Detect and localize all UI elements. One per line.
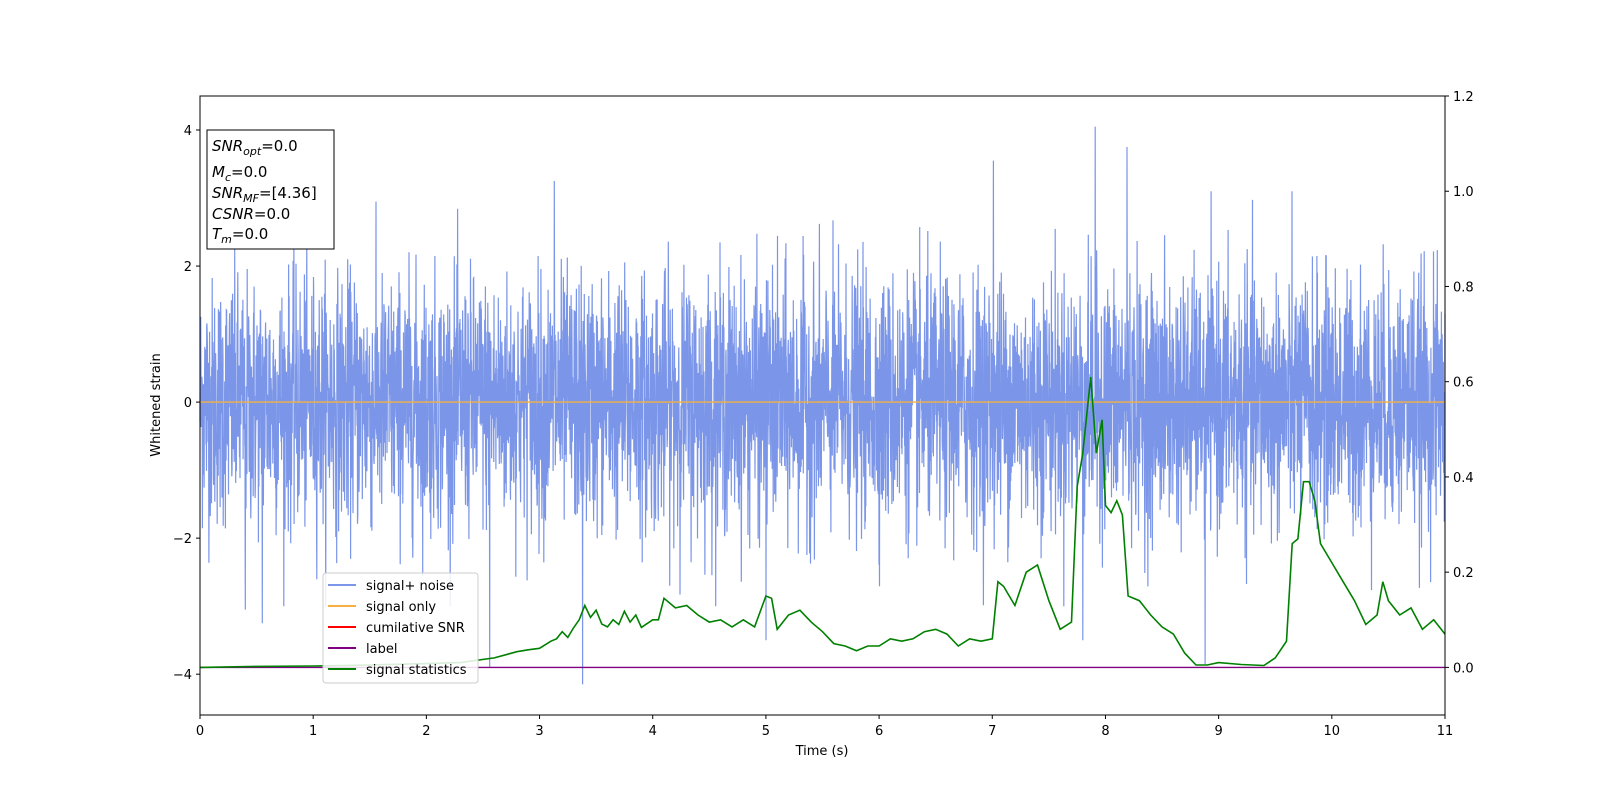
annotation-snr-opt: SNRopt=0.0: [212, 137, 298, 158]
legend-label-signal-statistics: signal statistics: [366, 663, 467, 678]
x-tick-label: 6: [875, 724, 883, 739]
x-axis-label: Time (s): [795, 744, 849, 759]
y-axis-right: 1.2 1.0 0.8 0.6 0.4 0.2 0.0: [1445, 90, 1474, 676]
x-tick-label: 2: [422, 724, 430, 739]
x-tick-label: 1: [309, 724, 317, 739]
legend-label-signal-only: signal only: [366, 600, 436, 615]
x-tick-label: 0: [196, 724, 204, 739]
legend-label-signal-noise: signal+ noise: [366, 579, 454, 594]
x-tick-label: 10: [1324, 724, 1341, 739]
legend-frame: [322, 572, 479, 684]
y-tick-label: 2: [184, 260, 192, 275]
y2-tick-label: 1.0: [1453, 185, 1474, 200]
y2-tick-label: 0.4: [1453, 471, 1474, 486]
x-tick-label: 7: [988, 724, 996, 739]
plot-frame: [199, 95, 1446, 716]
y2-tick-label: 1.2: [1453, 90, 1474, 105]
annotation-csnr: CSNR=0.0: [212, 205, 290, 223]
x-tick-label: 9: [1214, 724, 1222, 739]
annotation-frame: [206, 129, 335, 250]
x-tick-label: 11: [1437, 724, 1454, 739]
y2-tick-label: 0.2: [1453, 566, 1474, 581]
y-tick-label: 4: [184, 124, 192, 139]
y2-tick-label: 0.6: [1453, 376, 1474, 391]
y-tick-label: 0: [184, 396, 192, 411]
annotation-mc: Mc=0.0: [212, 163, 267, 184]
y-tick-label: −2: [173, 532, 192, 547]
x-axis: 0 1 2 3 4 5 6 7 8 9 10 11: [196, 715, 1453, 739]
y2-tick-label: 0.0: [1453, 661, 1474, 676]
x-tick-label: 4: [649, 724, 657, 739]
signal-statistics-line: [199, 376, 1446, 669]
legend-label-label: label: [366, 642, 397, 657]
annotation-tm: Tm=0.0: [212, 225, 268, 246]
x-tick-label: 3: [535, 724, 543, 739]
y-axis-label: Whitened strain: [149, 353, 164, 456]
annotation-snr-mf: SNRMF=[4.36]: [212, 184, 317, 205]
x-tick-label: 5: [762, 724, 770, 739]
x-tick-label: 8: [1101, 724, 1109, 739]
signal-noise-series: [199, 126, 1446, 685]
annotation-box: SNRopt=0.0 Mc=0.0 SNRMF=[4.36] CSNR=0.0 …: [206, 129, 335, 250]
legend-label-cumulative-snr: cumilative SNR: [366, 621, 465, 636]
y-axis-left: 4 2 0 −2 −4: [173, 124, 200, 683]
signal-noise-line: [199, 126, 1446, 685]
y-tick-label: −4: [173, 668, 192, 683]
legend: signal+ noise signal only cumilative SNR…: [322, 572, 479, 684]
y2-tick-label: 0.8: [1453, 280, 1474, 295]
